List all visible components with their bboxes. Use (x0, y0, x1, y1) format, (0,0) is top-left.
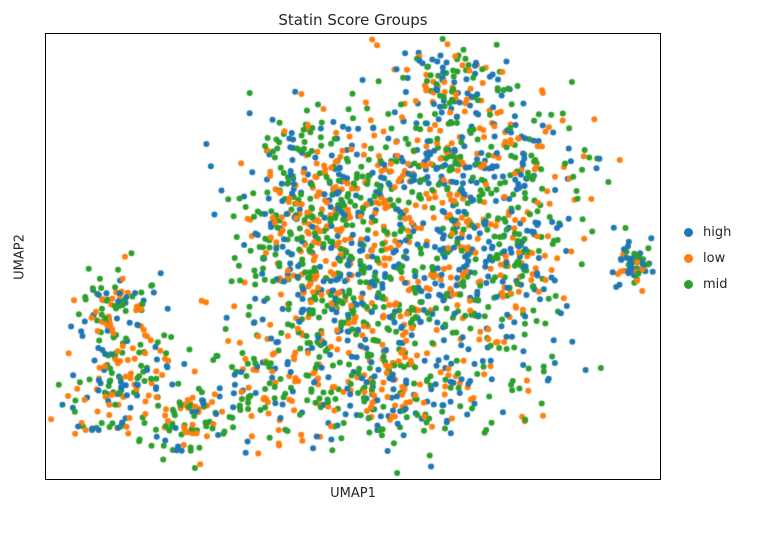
chart-title: Statin Score Groups (278, 11, 428, 29)
legend-item-high: high (684, 226, 731, 239)
legend: high low mid (684, 226, 731, 291)
legend-item-low: low (684, 252, 731, 265)
x-axis-label: UMAP1 (330, 486, 376, 501)
plot-area (45, 33, 661, 480)
y-axis-label: UMAP2 (12, 234, 28, 280)
legend-marker-high-icon (684, 228, 693, 237)
legend-marker-low-icon (684, 254, 693, 263)
scatter-canvas (46, 34, 659, 478)
legend-item-mid: mid (684, 278, 731, 291)
legend-marker-mid-icon (684, 280, 693, 289)
legend-label-mid: mid (703, 277, 728, 292)
legend-label-low: low (703, 251, 726, 266)
legend-label-high: high (703, 225, 732, 240)
